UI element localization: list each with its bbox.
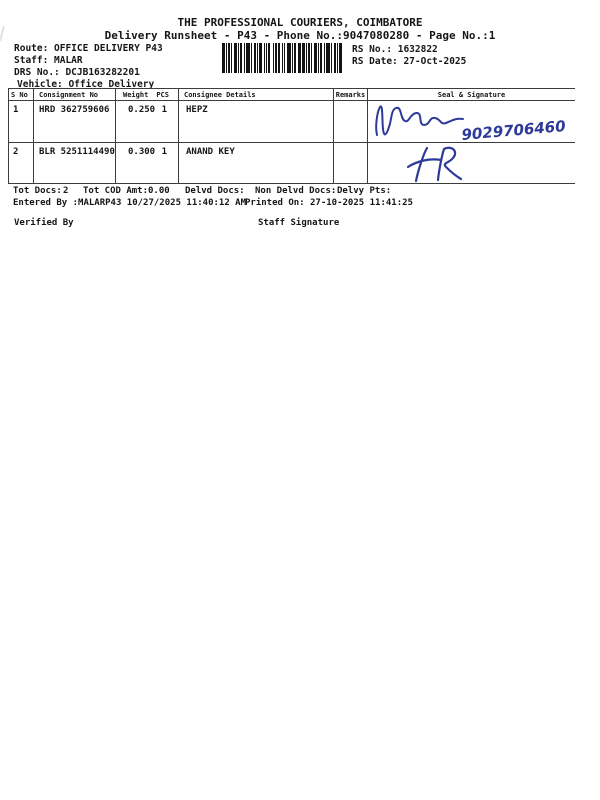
tot-cod-label: Tot COD Amt: [83,186,149,196]
row1-seal-cell [368,101,575,143]
rs-no-line: RS No.: 1632822 [352,44,438,55]
tot-docs-label: Tot Docs: [13,186,62,196]
header-pcs-label: PCS [156,91,169,99]
consignment-table: S No Consignment No Weight PCS Consignee … [8,88,575,184]
row2-remarks [334,143,368,183]
staff-value: MALAR [54,55,83,66]
entered-by-label: Entered By : [13,198,79,208]
printed-on-line: Printed On: 27-10-2025 11:41:25 [245,198,413,208]
non-delvd-docs-label: Non Delvd Docs: [255,186,337,196]
delvy-pts-label: Delvy Pts: [337,186,392,196]
staff-signature-label: Staff Signature [258,218,340,228]
row1-consignment: HRD 362759606 [34,101,116,143]
rs-no-label: RS No.: [352,44,393,55]
header-cell-weight-pcs: Weight PCS [116,89,179,101]
header-cell-consignment: Consignment No [34,89,116,101]
header-cell-remarks: Remarks [334,89,368,101]
vehicle-label: Vehicle: [17,79,63,90]
verified-by-label: Verified By [14,218,74,228]
row1-weight-pcs: 0.250 1 [116,101,179,143]
row2-weight: 0.300 [128,147,156,157]
drs-line: DRS No.: DCJB163282201 [14,67,140,78]
drs-value: DCJB163282201 [65,67,140,78]
header-weight-label: Weight [123,91,149,99]
row1-sno: 1 [9,101,34,143]
staff-line: Staff: MALAR [14,55,83,66]
entered-by-line: Entered By :MALARP43 10/27/2025 11:40:12… [13,198,246,208]
row1-pcs: 1 [161,105,167,115]
printed-on-value: 27-10-2025 11:41:25 [310,198,413,208]
rs-date-label: RS Date: [352,56,398,67]
route-line: Route: OFFICE DELIVERY P43 [14,43,163,54]
signature-row2 [406,146,463,183]
row2-consignee: ANAND KEY [179,143,334,183]
runsheet-subtitle: Delivery Runsheet - P43 - Phone No.:9047… [104,29,496,42]
drs-label: DRS No.: [14,67,60,78]
rs-date-line: RS Date: 27-Oct-2025 [352,56,466,67]
delvd-docs-label: Delvd Docs: [185,186,245,196]
vehicle-line: Vehicle: Office Delivery [17,79,154,90]
signature-phone-number: 9029706460 [461,117,567,143]
company-title: THE PROFESSIONAL COURIERS, COIMBATORE [177,16,423,29]
barcode-image [222,43,342,73]
staff-label: Staff: [14,55,49,66]
row2-weight-pcs: 0.300 1 [116,143,179,183]
tot-cod-value: 0.00 [148,186,170,196]
rs-date-value: 27-Oct-2025 [403,56,467,67]
row1-consignee: HEPZ [179,101,334,143]
rs-no-value: 1632822 [397,44,438,55]
vehicle-value: Office Delivery [68,79,155,90]
row2-consignment: BLR 5251114490 [34,143,116,183]
header-cell-sno: S No [9,89,34,101]
row1-remarks [334,101,368,143]
header-cell-seal: Seal & Signature [368,89,575,101]
entered-by-value: MALARP43 10/27/2025 11:40:12 AM [78,198,247,208]
route-value: OFFICE DELIVERY P43 [54,43,163,54]
signature-row1: 9029706460 [375,105,567,143]
row1-weight: 0.250 [128,105,156,115]
row2-pcs: 1 [161,147,167,157]
row2-sno: 2 [9,143,34,183]
header-cell-consignee: Consignee Details [179,89,334,101]
tot-docs-value: 2 [63,186,69,196]
printed-on-label: Printed On: [245,198,305,208]
route-label: Route: [14,43,49,54]
